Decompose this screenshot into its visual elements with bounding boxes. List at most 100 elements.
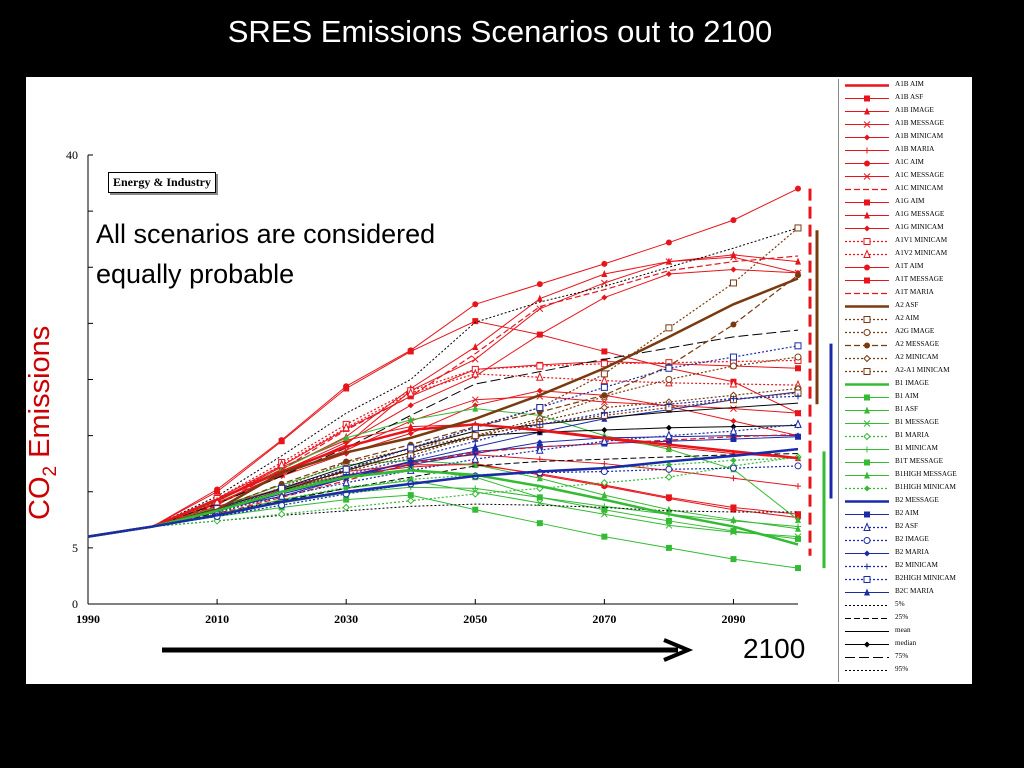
- legend-label: 5%: [895, 600, 905, 608]
- data-point: [471, 355, 479, 363]
- data-point: [729, 464, 737, 472]
- legend-label: A1T MARIA: [895, 288, 934, 296]
- data-point: [407, 348, 414, 355]
- legend-swatch: [845, 500, 889, 503]
- data-point: [407, 492, 414, 499]
- legend-swatch: [845, 657, 889, 658]
- legend-label: A1B IMAGE: [895, 106, 934, 114]
- series-7: [87, 253, 802, 538]
- data-point: [601, 506, 608, 513]
- legend-item: 25%: [839, 612, 971, 625]
- series-line: [87, 256, 799, 538]
- legend-label: A1V2 MINICAM: [895, 249, 948, 257]
- data-point: [794, 342, 802, 350]
- legend-item: B2 MINICAM: [839, 560, 971, 573]
- data-point: [795, 365, 801, 372]
- legend-item: A2-A1 MINICAM: [839, 365, 971, 378]
- series-40: [87, 503, 798, 538]
- series-27: [87, 453, 802, 538]
- data-point: [277, 510, 286, 518]
- ylabel: CO2 Emissions: [24, 326, 62, 520]
- chart-panel: 0 5 40 1990 2010 2030 2050 2070 2090 Energy & In…: [26, 77, 972, 684]
- legend-swatch-marker: [864, 211, 870, 219]
- legend-item: 95%: [839, 664, 971, 677]
- legend-swatch: [845, 459, 889, 466]
- x-tick-label: 2050: [463, 612, 487, 626]
- data-point: [472, 404, 479, 412]
- data-point: [665, 522, 673, 529]
- data-point: [665, 364, 673, 372]
- data-point: [601, 348, 608, 355]
- data-point: [536, 305, 544, 313]
- legend-label: B1 MINICAM: [895, 444, 938, 452]
- legend-item: A1B MARIA: [839, 144, 971, 157]
- legend-swatch: [845, 670, 889, 671]
- data-point: [795, 483, 801, 490]
- annotation-line-1: All scenarios are considered: [96, 219, 436, 249]
- legend-item: B2 MARIA: [839, 547, 971, 560]
- legend-label: A1B MINICAM: [895, 132, 944, 140]
- legend-label: A2 ASF: [895, 301, 919, 309]
- legend-swatch: [845, 432, 889, 441]
- series-line: [87, 447, 799, 538]
- series-line: [87, 320, 799, 538]
- data-point: [730, 504, 737, 511]
- legend-item: A2 ASF: [839, 300, 971, 313]
- data-point: [729, 279, 737, 287]
- data-point: [472, 301, 479, 308]
- data-point: [536, 281, 543, 288]
- legend-swatch: [845, 511, 889, 518]
- chart-legend: A1B AIM A1B ASF A1B IMAGE A1B MESSAGE A1B MI…: [838, 79, 971, 682]
- series-line: [87, 329, 799, 538]
- legend-swatch: [845, 277, 889, 284]
- data-point: [730, 528, 737, 535]
- data-point: [794, 533, 802, 541]
- series-line: [87, 464, 799, 538]
- data-point: [795, 565, 801, 572]
- data-point: [730, 457, 737, 464]
- legend-label: B2 IMAGE: [895, 535, 929, 543]
- legend-item: B1 MINICAM: [839, 443, 971, 456]
- legend-item: B1 IMAGE: [839, 378, 971, 391]
- legend-label: mean: [895, 626, 911, 634]
- legend-item: B2 AIM: [839, 508, 971, 521]
- legend-item: A1B IMAGE: [839, 105, 971, 118]
- data-point: [729, 353, 737, 361]
- data-point: [601, 427, 608, 434]
- legend-swatch: [845, 188, 889, 191]
- x-tick-label: 1990: [76, 612, 100, 626]
- data-point: [729, 378, 738, 388]
- data-point: [601, 294, 608, 301]
- legend-label: A1B AIM: [895, 80, 924, 88]
- legend-label: B1 ASF: [895, 405, 918, 413]
- legend-swatch-marker: [864, 225, 870, 232]
- series-line: [87, 390, 799, 538]
- legend-item: B1 MESSAGE: [839, 417, 971, 430]
- data-point: [794, 462, 802, 470]
- series-line: [87, 469, 799, 546]
- time-arrow-head: [663, 638, 694, 662]
- legend-swatch-marker: [863, 354, 871, 363]
- legend-swatch: [845, 605, 889, 606]
- legend-label: B1HIGH MESSAGE: [895, 470, 957, 478]
- series-line: [87, 456, 799, 538]
- data-point: [665, 465, 673, 473]
- data-point: [536, 421, 543, 428]
- legend-swatch: [845, 618, 889, 619]
- data-point: [601, 410, 608, 417]
- legend-swatch-marker: [864, 95, 870, 102]
- data-point: [665, 376, 673, 383]
- legend-item: B2HIGH MINICAM: [839, 573, 971, 586]
- legend-swatch-marker: [863, 249, 871, 258]
- slide-title: SRES Emissions Scenarios out to 2100: [227, 14, 773, 49]
- data-point: [536, 371, 544, 381]
- series-line: [87, 359, 799, 538]
- legend-item: B2 ASF: [839, 521, 971, 534]
- data-point: [601, 533, 608, 540]
- legend-swatch: [845, 173, 889, 180]
- legend-label: A2G IMAGE: [895, 327, 935, 335]
- series-line: [87, 268, 799, 538]
- data-point: [795, 257, 801, 265]
- data-point: [343, 496, 350, 503]
- legend-swatch: [845, 485, 889, 492]
